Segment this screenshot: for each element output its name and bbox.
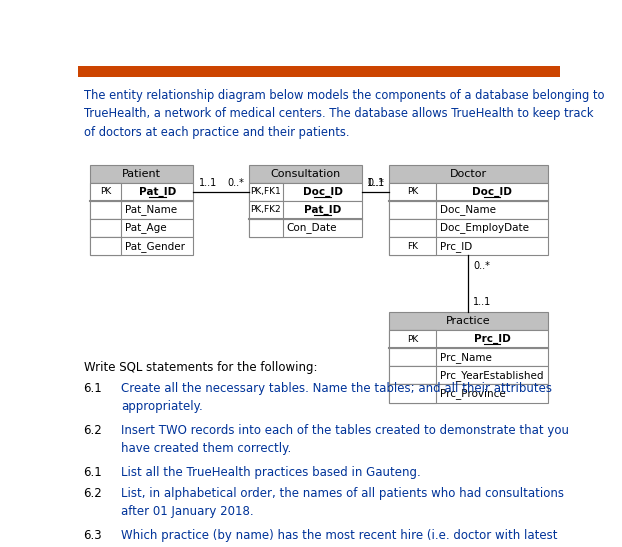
Text: 1..1: 1..1 — [199, 178, 218, 188]
Text: Pat_ID: Pat_ID — [139, 187, 176, 197]
Text: Doc_EmployDate: Doc_EmployDate — [440, 223, 529, 234]
Text: Doctor: Doctor — [450, 168, 487, 179]
Text: Which practice (by name) has the most recent hire (i.e. doctor with latest
emplo: Which practice (by name) has the most re… — [121, 529, 558, 547]
Bar — [389, 330, 548, 348]
Bar — [78, 66, 560, 77]
Bar — [389, 219, 437, 237]
Bar — [249, 165, 362, 183]
Text: Doc_Name: Doc_Name — [440, 205, 496, 216]
Text: Patient: Patient — [122, 168, 161, 179]
Text: 0..*: 0..* — [473, 261, 490, 271]
Bar — [389, 385, 548, 403]
Text: PK: PK — [407, 335, 418, 344]
Text: 1..1: 1..1 — [366, 178, 385, 188]
Bar — [90, 165, 193, 183]
Text: Prc_YearEstablished: Prc_YearEstablished — [440, 370, 544, 381]
Bar — [389, 366, 437, 385]
Bar — [389, 201, 548, 219]
Bar — [90, 201, 193, 219]
Bar — [90, 183, 193, 201]
Text: Prc_ID: Prc_ID — [440, 241, 473, 252]
Text: 1..1: 1..1 — [473, 297, 491, 307]
Text: Consultation: Consultation — [271, 168, 341, 179]
Text: 6.3: 6.3 — [83, 529, 102, 542]
Bar — [90, 219, 121, 237]
Text: 6.2: 6.2 — [83, 487, 102, 500]
Text: 6.1: 6.1 — [83, 466, 102, 479]
Text: The entity relationship diagram below models the components of a database belong: The entity relationship diagram below mo… — [83, 89, 604, 139]
Bar — [389, 366, 548, 385]
Bar — [389, 165, 548, 183]
Bar — [389, 348, 548, 366]
Text: Pat_ID: Pat_ID — [304, 205, 341, 215]
Text: Practice: Practice — [446, 316, 491, 326]
Text: Doc_ID: Doc_ID — [472, 187, 512, 197]
Text: 0..*: 0..* — [367, 178, 384, 188]
Bar — [249, 183, 362, 201]
Text: Pat_Gender: Pat_Gender — [125, 241, 185, 252]
Text: Doc_ID: Doc_ID — [302, 187, 343, 197]
Bar — [389, 312, 548, 330]
Text: PK: PK — [407, 187, 418, 196]
Text: 6.1: 6.1 — [83, 382, 102, 394]
Text: List all the TrueHealth practices based in Gauteng.: List all the TrueHealth practices based … — [121, 466, 421, 479]
Text: Pat_Name: Pat_Name — [125, 205, 177, 216]
Bar — [389, 183, 548, 201]
Text: FK: FK — [407, 242, 418, 251]
Bar — [90, 201, 121, 219]
Text: Prc_Name: Prc_Name — [440, 352, 492, 363]
Bar — [389, 201, 437, 219]
Text: Prc_ID: Prc_ID — [474, 334, 511, 344]
Bar — [389, 385, 437, 403]
Bar — [90, 183, 121, 201]
Text: PK: PK — [100, 187, 111, 196]
Bar — [90, 219, 193, 237]
Bar — [249, 201, 362, 219]
Text: Create all the necessary tables. Name the tables; and all their attributes
appro: Create all the necessary tables. Name th… — [121, 382, 552, 412]
Text: Con_Date: Con_Date — [287, 223, 337, 234]
Bar — [389, 348, 437, 366]
Bar — [249, 201, 283, 219]
Bar — [389, 237, 548, 255]
Text: PK,FK2: PK,FK2 — [251, 205, 281, 214]
Text: Pat_Age: Pat_Age — [125, 223, 166, 234]
Text: PK,FK1: PK,FK1 — [251, 187, 281, 196]
Bar — [389, 219, 548, 237]
Bar — [249, 183, 283, 201]
Text: Insert TWO records into each of the tables created to demonstrate that you
have : Insert TWO records into each of the tabl… — [121, 423, 569, 455]
Text: Prc_Province: Prc_Province — [440, 388, 506, 399]
Bar — [389, 183, 437, 201]
Bar — [389, 330, 437, 348]
Text: List, in alphabetical order, the names of all patients who had consultations
aft: List, in alphabetical order, the names o… — [121, 487, 564, 518]
Text: 0..*: 0..* — [227, 178, 244, 188]
Text: Write SQL statements for the following:: Write SQL statements for the following: — [83, 362, 317, 374]
Bar — [90, 237, 193, 255]
Bar — [249, 219, 362, 237]
Bar — [90, 237, 121, 255]
Text: 6.2: 6.2 — [83, 423, 102, 437]
Bar — [249, 219, 283, 237]
Bar — [389, 237, 437, 255]
